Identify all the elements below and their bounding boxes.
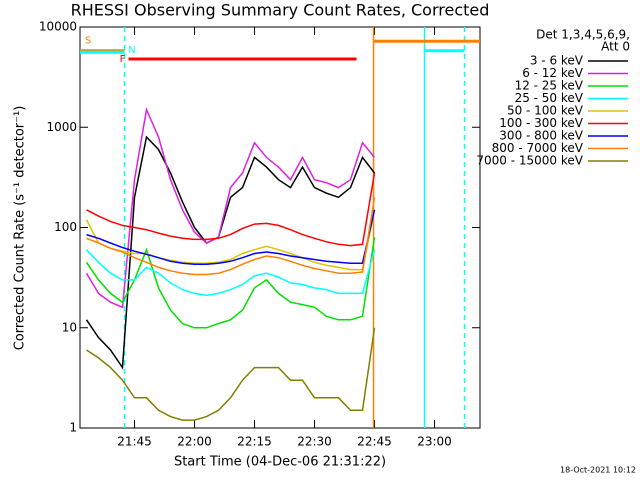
series-line [86, 209, 376, 265]
legend-header: Att 0 [601, 40, 630, 54]
x-tick-label: 22:30 [297, 435, 332, 449]
x-axis-label: Start Time (04-Dec-06 21:31:22) [174, 455, 386, 470]
flag-label: S [85, 36, 91, 47]
series-line [86, 172, 376, 247]
legend-label: 300 - 800 keV [499, 129, 583, 143]
legend-label: 800 - 7000 keV [492, 141, 584, 155]
legend-label: 25 - 50 keV [515, 91, 584, 105]
x-tick-label: 21:45 [117, 435, 152, 449]
legend-label: 12 - 25 keV [515, 79, 584, 93]
y-tick-label: 1 [69, 421, 77, 435]
flag-label: N [128, 45, 135, 56]
series-line [85, 107, 376, 309]
legend-label: 6 - 12 keV [522, 66, 584, 80]
series-line [86, 327, 376, 421]
series-line [85, 209, 376, 271]
y-tick-label: 100 [54, 220, 77, 234]
series-line [85, 249, 376, 297]
y-tick-label: 10000 [39, 20, 77, 34]
chart-title: RHESSI Observing Summary Count Rates, Co… [71, 1, 490, 20]
series-line [85, 135, 376, 370]
x-tick-label: 22:45 [357, 435, 392, 449]
x-tick-label: 22:00 [177, 435, 212, 449]
y-axis-label: Corrected Count Rate (s⁻¹ detector⁻¹) [13, 106, 28, 351]
y-tick-label: 10 [62, 320, 77, 334]
legend-header: Det 1,3,4,5,6,9, [536, 28, 630, 42]
series-line [86, 197, 376, 276]
legend-label: 3 - 6 keV [530, 54, 584, 68]
legend-label: 50 - 100 keV [507, 104, 584, 118]
legend-label: 7000 - 15000 keV [476, 154, 583, 168]
flag-label: F [120, 54, 126, 65]
x-tick-label: 22:15 [237, 435, 272, 449]
legend-label: 100 - 300 keV [499, 116, 583, 130]
x-tick-label: 23:00 [417, 435, 452, 449]
timestamp: 18-Oct-2021 10:12 [560, 466, 636, 475]
y-tick-label: 1000 [46, 120, 77, 134]
